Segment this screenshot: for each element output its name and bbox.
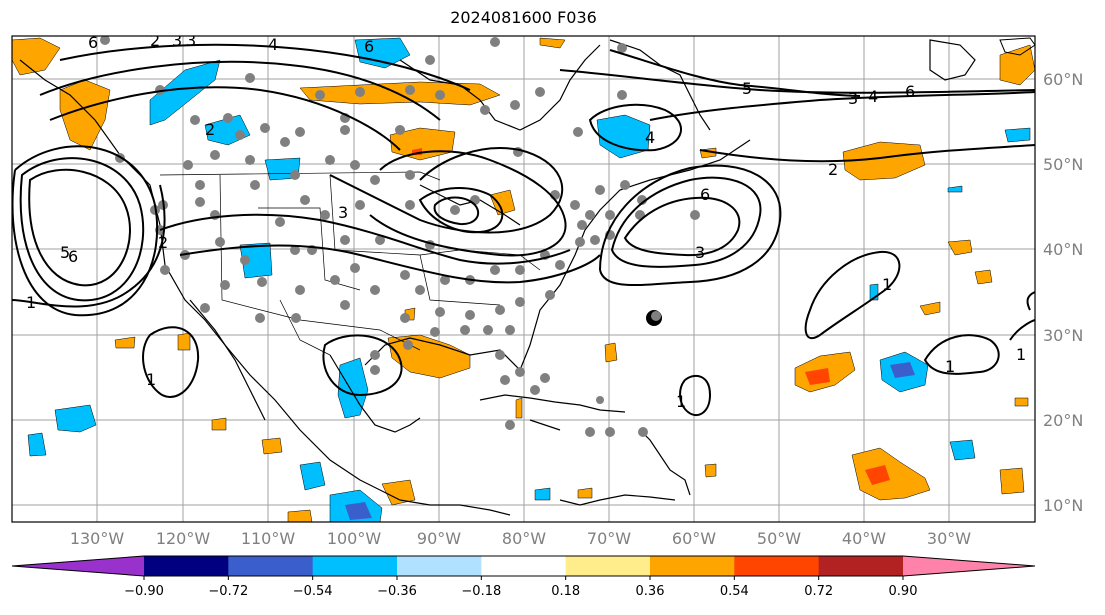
colorbar-bin	[565, 556, 651, 576]
lon-tick-labels: 130°W 120°W 110°W 100°W 90°W 80°W 70°W 6…	[70, 529, 971, 548]
lon-label: 50°W	[757, 529, 801, 548]
contour-label: 3	[695, 243, 705, 262]
station-markers	[100, 36, 700, 437]
contour-label: 1	[882, 275, 892, 294]
contour-label: 4	[268, 35, 278, 54]
colorbar: −0.90 −0.72 −0.54 −0.36 −0.18 0.18 0.36 0.54 0.7…	[11, 555, 1036, 599]
colorbar-tick-label: 0.72	[804, 584, 833, 599]
contour-label: 6	[700, 185, 710, 204]
colorbar-bin	[734, 556, 820, 576]
contour-label: 2	[150, 31, 160, 50]
colorbar-tick-label: −0.90	[124, 584, 164, 599]
contour-label: 2	[828, 160, 838, 179]
colorbar-extend-high	[903, 556, 1035, 576]
contour-label: 2	[158, 233, 168, 252]
lat-label: 20°N	[1043, 411, 1083, 430]
contour-label: 3	[848, 89, 858, 108]
contour-label: 5	[742, 79, 752, 98]
contour-label: 3	[338, 203, 348, 222]
lon-label: 90°W	[417, 529, 461, 548]
colorbar-extend-low	[12, 556, 144, 576]
colorbar-bin	[650, 556, 735, 576]
lon-label: 70°W	[587, 529, 631, 548]
storm-marker	[646, 310, 662, 326]
map-panel: 6 2 3 4 6 5 3 4 6 4 2 2 3 6 3 1 1 1 1 1 …	[12, 31, 1035, 522]
contour-label: 6	[68, 247, 78, 266]
colorbar-bin	[481, 556, 567, 576]
lon-label: 130°W	[70, 529, 125, 548]
contour-label: 5	[60, 243, 70, 262]
map-border	[11, 35, 1036, 523]
contour-label: 3	[172, 31, 182, 50]
contour-label: 1	[945, 357, 955, 376]
lon-label: 30°W	[927, 529, 971, 548]
colorbar-tick-label: 0.18	[551, 584, 580, 599]
colorbar-tick-label: 0.36	[636, 584, 665, 599]
lat-label: 40°N	[1043, 240, 1083, 259]
lat-tick-labels: 60°N 50°N 40°N 30°N 20°N 10°N	[1043, 70, 1083, 515]
colorbar-tick-label: −0.54	[293, 584, 333, 599]
contour-label: 1	[1016, 345, 1026, 364]
lon-label: 80°W	[502, 529, 546, 548]
colorbar-tick-label: 0.90	[889, 584, 918, 599]
lat-label: 50°N	[1043, 155, 1083, 174]
colorbar-bin	[397, 556, 482, 576]
lat-label: 60°N	[1043, 70, 1083, 89]
contour-label: 6	[905, 82, 915, 101]
colorbar-tick-label: −0.36	[377, 584, 417, 599]
contour-label: 2	[205, 120, 215, 139]
lon-label: 60°W	[672, 529, 716, 548]
contour-label-group: 6 2 3 4 6 5 3 4 6 4 2 2 3 6 3 1 1 1 1 1 …	[26, 31, 1026, 411]
negative-anomaly-areas	[27, 37, 1031, 522]
lon-label: 40°W	[842, 529, 886, 548]
colorbar-bin	[228, 556, 314, 576]
political-boundaries	[159, 171, 541, 356]
colorbar-tick-label: −0.72	[208, 584, 248, 599]
colorbar-bin	[818, 556, 904, 576]
map-title: 2024081600 F036	[450, 8, 597, 27]
contour-label: 6	[364, 37, 374, 56]
lon-label: 110°W	[241, 529, 296, 548]
contour-label: 1	[26, 293, 36, 312]
contour-label: 4	[645, 128, 655, 147]
contour-label: 4	[868, 87, 878, 106]
lon-label: 120°W	[156, 529, 211, 548]
colorbar-tick-label: 0.54	[720, 584, 749, 599]
contour-label: 1	[146, 370, 156, 389]
contour-label: 3	[186, 31, 196, 50]
colorbar-bin	[312, 556, 398, 576]
greenland	[999, 37, 1035, 56]
colorbar-bin	[144, 556, 229, 576]
lat-label: 30°N	[1043, 326, 1083, 345]
contour-lines	[12, 43, 1035, 417]
colorbar-tick-label: −0.18	[461, 584, 501, 599]
lon-label: 100°W	[327, 529, 382, 548]
lat-label: 10°N	[1043, 496, 1083, 515]
contour-label: 1	[676, 392, 686, 411]
contour-label: 6	[88, 33, 98, 52]
